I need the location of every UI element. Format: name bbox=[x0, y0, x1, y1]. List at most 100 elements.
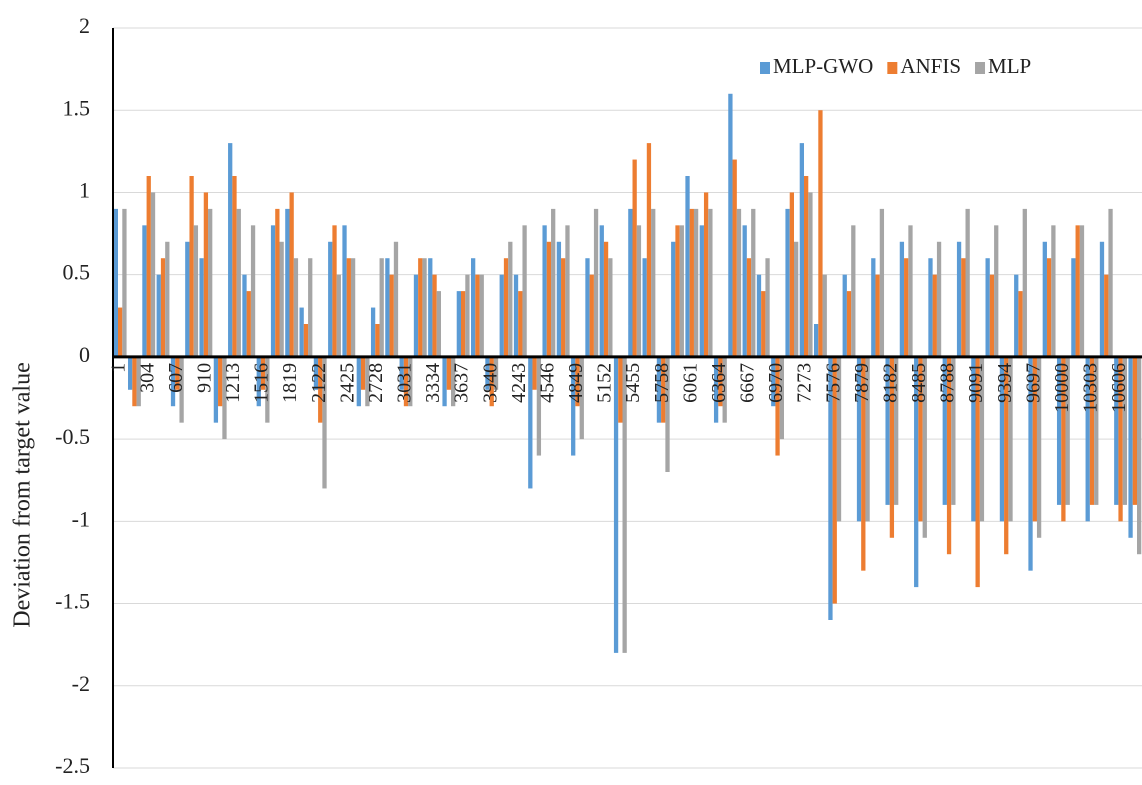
bar bbox=[1104, 274, 1109, 357]
bar bbox=[879, 208, 885, 357]
bar bbox=[703, 192, 709, 357]
y-tick-label: -2.5 bbox=[55, 753, 90, 778]
bar bbox=[499, 274, 504, 357]
bar bbox=[671, 241, 676, 357]
bar bbox=[771, 356, 776, 407]
bar bbox=[571, 356, 576, 456]
x-tick-label: 304 bbox=[136, 363, 158, 393]
bar bbox=[618, 356, 623, 423]
x-tick-label: 3031 bbox=[394, 363, 416, 403]
bar bbox=[851, 225, 856, 357]
bar bbox=[679, 225, 684, 357]
bar bbox=[793, 241, 799, 357]
bar bbox=[889, 356, 895, 538]
bar bbox=[871, 258, 876, 357]
bar bbox=[493, 356, 499, 390]
bar bbox=[399, 356, 404, 390]
bar bbox=[260, 356, 266, 390]
bar bbox=[332, 225, 337, 357]
legend-swatch bbox=[760, 62, 770, 74]
bar bbox=[1132, 356, 1137, 505]
bar bbox=[589, 274, 594, 357]
bar bbox=[556, 241, 562, 357]
bar bbox=[479, 274, 484, 357]
bar bbox=[1022, 208, 1027, 357]
bar bbox=[142, 225, 147, 357]
bar bbox=[136, 356, 141, 407]
bar bbox=[193, 225, 199, 357]
bar bbox=[322, 356, 327, 489]
bar bbox=[599, 225, 604, 357]
bar bbox=[1114, 356, 1119, 505]
bar bbox=[503, 258, 509, 357]
bar bbox=[613, 356, 619, 653]
bar bbox=[536, 356, 542, 456]
bar bbox=[785, 208, 790, 357]
bar bbox=[1118, 356, 1123, 522]
bar bbox=[1079, 225, 1085, 357]
bar bbox=[1042, 241, 1047, 357]
bar bbox=[989, 274, 995, 357]
bar bbox=[246, 291, 251, 357]
bar bbox=[894, 356, 899, 505]
bar bbox=[385, 258, 390, 357]
bar bbox=[203, 192, 209, 357]
bar bbox=[603, 241, 609, 357]
x-tick-label: 6364 bbox=[708, 363, 730, 403]
bar bbox=[928, 258, 933, 357]
bar bbox=[842, 274, 847, 357]
bar bbox=[689, 208, 694, 357]
bar bbox=[508, 241, 513, 357]
bar bbox=[765, 258, 770, 357]
bar bbox=[222, 356, 227, 440]
bar bbox=[979, 356, 985, 522]
x-tick-label: 1 bbox=[108, 363, 130, 373]
bar bbox=[746, 258, 752, 357]
bar bbox=[713, 356, 719, 423]
bar bbox=[170, 356, 176, 407]
bar bbox=[832, 356, 837, 604]
bar bbox=[122, 208, 127, 357]
x-tick-label: 8182 bbox=[879, 363, 901, 403]
x-tick-label: 8788 bbox=[937, 363, 959, 403]
bar bbox=[779, 356, 784, 440]
bar bbox=[628, 208, 633, 357]
bar bbox=[1008, 356, 1013, 522]
bar bbox=[904, 258, 909, 357]
bar bbox=[336, 274, 341, 357]
bar bbox=[914, 356, 919, 588]
legend-label: MLP-GWO bbox=[773, 54, 873, 78]
x-tick-label: 10000 bbox=[1051, 363, 1073, 413]
x-tick-label: 3334 bbox=[422, 363, 444, 403]
legend-label: ANFIS bbox=[900, 54, 961, 78]
bar bbox=[436, 291, 441, 357]
bar bbox=[718, 356, 723, 407]
bar bbox=[546, 241, 552, 357]
bar bbox=[408, 356, 413, 407]
bar bbox=[256, 356, 261, 407]
x-tick-label: 9394 bbox=[994, 363, 1016, 403]
bar bbox=[413, 274, 419, 357]
x-tick-label: 6667 bbox=[737, 363, 759, 403]
bar bbox=[1075, 225, 1080, 357]
bar bbox=[132, 356, 137, 407]
bar bbox=[818, 110, 823, 357]
bar bbox=[199, 258, 204, 357]
bar bbox=[489, 356, 494, 407]
bar bbox=[446, 356, 451, 390]
bar bbox=[379, 258, 384, 357]
bar bbox=[575, 356, 580, 407]
bar bbox=[642, 258, 647, 357]
legend-swatch bbox=[887, 62, 898, 74]
bar bbox=[1108, 208, 1113, 357]
bar bbox=[522, 225, 527, 357]
bar bbox=[1065, 356, 1070, 505]
bar bbox=[622, 356, 627, 653]
x-tick-label: 10303 bbox=[1080, 363, 1102, 413]
x-tick-label: 2425 bbox=[336, 363, 358, 403]
bar bbox=[293, 258, 299, 357]
bar bbox=[936, 241, 942, 357]
bar bbox=[471, 258, 476, 357]
bar bbox=[899, 241, 905, 357]
bar bbox=[1089, 356, 1095, 505]
